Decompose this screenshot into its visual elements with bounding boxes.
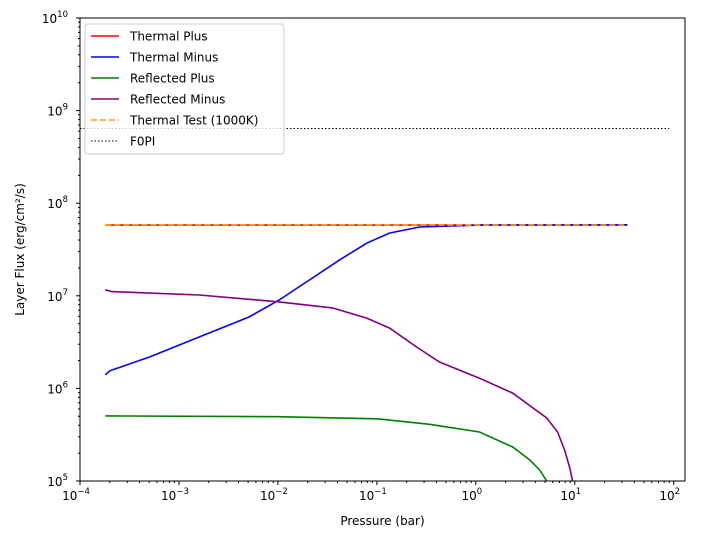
tick-label: 10−1 — [359, 487, 387, 503]
tick-label: 109 — [47, 103, 68, 119]
tick-label: 107 — [47, 288, 68, 304]
tick-label: 10−2 — [260, 487, 288, 503]
legend-entry: Thermal Test (1000K) — [91, 114, 258, 128]
tick-label: 108 — [47, 195, 68, 211]
legend-entry: Reflected Minus — [91, 93, 225, 107]
series-line-reflected-plus — [105, 415, 548, 481]
tick-label: 106 — [47, 380, 68, 396]
series-line-thermal-minus — [104, 224, 628, 376]
legend-label: F0PI — [130, 135, 155, 149]
legend-label: Reflected Minus — [130, 93, 225, 107]
legend-entry: Reflected Plus — [91, 72, 215, 86]
tick-label: 100 — [461, 487, 482, 503]
legend-entry: F0PI — [91, 135, 155, 149]
x-axis-label: Pressure (bar) — [340, 514, 424, 528]
legend-label: Thermal Test (1000K) — [129, 114, 258, 128]
tick-label: 102 — [659, 487, 680, 503]
y-axis-label: Layer Flux (erg/cm²/s) — [13, 183, 27, 316]
tick-label: 1010 — [42, 10, 68, 26]
legend: Thermal Plus Thermal Minus Reflected Plus R… — [84, 23, 285, 155]
legend-entry: Thermal Plus — [91, 30, 208, 44]
plot-lines — [80, 128, 670, 481]
legend-label: Thermal Minus — [129, 51, 218, 65]
legend-entry: Thermal Minus — [91, 51, 218, 65]
series-line-reflected-minus — [105, 289, 574, 481]
legend-label: Thermal Plus — [129, 30, 208, 44]
tick-label: 10−3 — [161, 487, 189, 503]
tick-label: 105 — [47, 473, 68, 489]
tick-label: 101 — [560, 487, 581, 503]
axes-frame — [79, 17, 686, 482]
tick-label: 10−4 — [62, 487, 90, 503]
legend-label: Reflected Plus — [130, 72, 215, 86]
legend-box — [84, 23, 285, 155]
